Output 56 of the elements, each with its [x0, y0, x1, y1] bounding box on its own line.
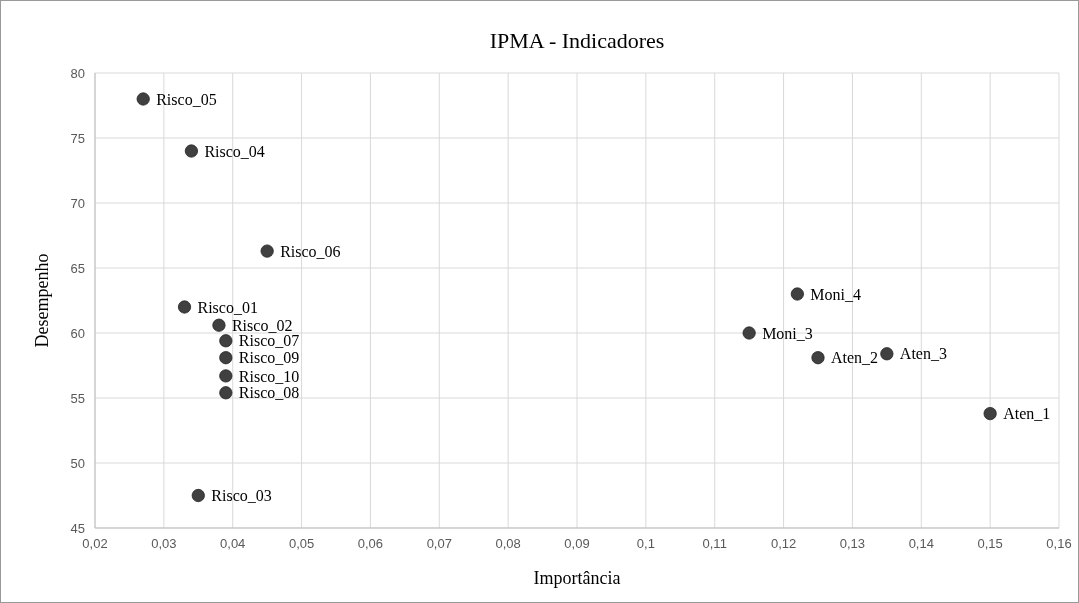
annotation: Risco_01 — [197, 298, 258, 316]
y-tick-label: 45 — [70, 520, 85, 536]
annotation: Aten_2 — [831, 349, 879, 367]
point — [177, 300, 192, 314]
x-tick-label: 0,15 — [977, 536, 1003, 551]
y-tick-label: 55 — [70, 390, 85, 406]
x-tick-label: 0,03 — [151, 536, 177, 551]
annotation: Risco_08 — [238, 384, 300, 402]
x-tick-label: 0,04 — [220, 536, 246, 551]
point — [136, 92, 150, 106]
x-tick-label: 0,05 — [288, 536, 315, 551]
point — [790, 287, 804, 301]
annotation: Aten_3 — [899, 345, 947, 363]
point — [811, 351, 825, 365]
annotation: Risco_10 — [238, 367, 300, 385]
point — [219, 334, 233, 348]
point — [191, 488, 205, 503]
annotation: Risco_02 — [231, 316, 293, 334]
annotation: Risco_06 — [280, 242, 341, 260]
point — [880, 347, 894, 361]
annotation: Risco_07 — [238, 332, 300, 350]
y-tick-label: 50 — [70, 455, 85, 471]
x-tick-label: 0,14 — [908, 536, 934, 551]
y-tick-label: 70 — [70, 195, 85, 211]
annotation: Risco_05 — [156, 90, 217, 108]
x-tick-label: 0,11 — [702, 536, 727, 551]
point — [983, 407, 997, 421]
point — [219, 386, 233, 400]
y-tick-label: 80 — [70, 65, 85, 81]
annotation: Moni_3 — [762, 324, 813, 342]
annotation: Moni_4 — [810, 285, 862, 303]
x-tick-label: 0,08 — [495, 536, 521, 551]
x-tick-label: 0,1 — [636, 536, 655, 551]
x-axis-title: Importância — [533, 568, 621, 588]
annotation: Risco_09 — [238, 349, 300, 367]
annotation: Risco_04 — [204, 142, 265, 160]
y-tick-label: 60 — [70, 325, 85, 341]
annotation: Aten_1 — [1003, 405, 1051, 423]
point — [219, 351, 233, 365]
x-tick-label: 0,09 — [564, 536, 590, 551]
x-tick-label: 0,07 — [426, 536, 452, 551]
x-tick-label: 0,02 — [82, 536, 108, 551]
point — [219, 369, 233, 383]
y-axis-title: Desempenho — [32, 253, 52, 348]
point — [184, 144, 198, 158]
x-tick-label: 0,13 — [839, 536, 866, 551]
x-tick-label: 0,16 — [1046, 536, 1072, 551]
x-tick-label: 0,06 — [357, 536, 384, 551]
point — [212, 318, 226, 332]
point — [742, 326, 756, 340]
point — [260, 244, 274, 258]
y-tick-label: 65 — [70, 260, 85, 276]
chart-title: IPMA - Indicadores — [489, 28, 665, 53]
annotation: Risco_03 — [211, 487, 272, 505]
x-tick-label: 0,12 — [770, 536, 797, 551]
y-tick-label: 75 — [70, 130, 85, 146]
